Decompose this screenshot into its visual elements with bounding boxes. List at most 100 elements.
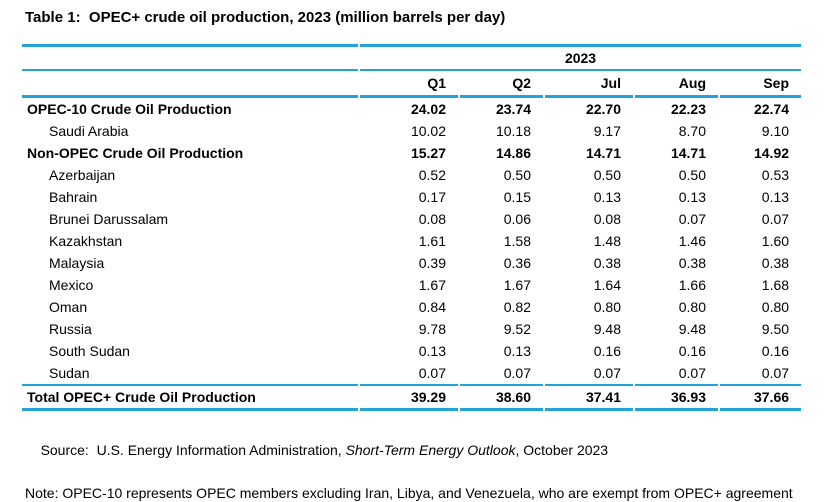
column-header-q1: Q1 xyxy=(360,71,458,98)
value-cell: 0.13 xyxy=(593,189,621,205)
value-cell: 0.13 xyxy=(418,343,446,359)
value-cell: 37.66 xyxy=(720,384,802,411)
value-cell: 38.60 xyxy=(460,384,543,411)
value-cell: 9.17 xyxy=(593,123,621,139)
value-cell: 0.07 xyxy=(761,211,790,227)
value-cell: 1.48 xyxy=(593,233,621,249)
value-cell: 0.52 xyxy=(418,167,446,183)
opec-production-table: 2023 Q1 Q2 Jul Aug Sep OPEC-10 Crude Oil… xyxy=(20,44,803,411)
value-cell: 0.80 xyxy=(593,299,621,315)
value-cell: 37.41 xyxy=(545,384,633,411)
value-cell: 0.07 xyxy=(418,365,446,381)
value-cell: 1.67 xyxy=(503,277,531,293)
value-cell: 24.02 xyxy=(410,101,446,117)
table-row: Mexico 1.67 1.67 1.64 1.66 1.68 xyxy=(22,274,801,296)
value-cell: 0.07 xyxy=(678,211,706,227)
source-text: Source: U.S. Energy Information Administ… xyxy=(40,442,346,458)
value-cell: 0.07 xyxy=(678,365,706,381)
value-cell: 10.02 xyxy=(410,123,446,139)
column-header-aug: Aug xyxy=(635,71,718,98)
value-cell: 0.07 xyxy=(761,365,790,381)
table-title: Table 1: OPEC+ crude oil production, 202… xyxy=(25,9,506,26)
value-cell: 0.50 xyxy=(503,167,531,183)
value-cell: 0.80 xyxy=(678,299,706,315)
column-header-sep: Sep xyxy=(720,71,802,98)
value-cell: 1.67 xyxy=(418,277,446,293)
value-cell: 9.48 xyxy=(593,321,621,337)
value-cell: 0.07 xyxy=(503,365,531,381)
value-cell: 0.15 xyxy=(503,189,531,205)
row-label: Non-OPEC Crude Oil Production xyxy=(27,145,244,161)
publication-name: Short-Term Energy Outlook xyxy=(345,442,516,458)
column-header-row: Q1 Q2 Jul Aug Sep xyxy=(22,71,802,98)
value-cell: 8.70 xyxy=(678,123,706,139)
value-cell: 0.13 xyxy=(503,343,531,359)
value-cell: 0.13 xyxy=(761,189,790,205)
value-cell: 1.61 xyxy=(418,233,446,249)
row-label: Russia xyxy=(49,321,92,337)
row-label: Brunei Darussalam xyxy=(49,211,169,227)
value-cell: 0.16 xyxy=(678,343,706,359)
note-line: Note: OPEC-10 represents OPEC members ex… xyxy=(25,485,793,501)
row-label: Mexico xyxy=(49,277,94,293)
value-cell: 0.16 xyxy=(761,343,790,359)
table-row: Saudi Arabia 10.02 10.18 9.17 8.70 9.10 xyxy=(22,120,801,142)
table-row: Russia 9.78 9.52 9.48 9.48 9.50 xyxy=(22,318,801,340)
value-cell: 0.50 xyxy=(593,167,621,183)
row-label: Sudan xyxy=(49,365,90,381)
value-cell: 22.74 xyxy=(753,101,790,117)
value-cell: 0.36 xyxy=(503,255,531,271)
value-cell: 9.50 xyxy=(761,321,790,337)
value-cell: 0.82 xyxy=(503,299,531,315)
year-header-row: 2023 xyxy=(22,44,802,71)
column-header-q2: Q2 xyxy=(460,71,543,98)
value-cell: 22.23 xyxy=(670,101,706,117)
row-label: Oman xyxy=(49,299,88,315)
table-figure: Table 1: OPEC+ crude oil production, 202… xyxy=(20,9,803,501)
value-cell: 0.38 xyxy=(593,255,621,271)
row-label: Total OPEC+ Crude Oil Production xyxy=(22,384,358,411)
value-cell: 0.07 xyxy=(593,365,621,381)
spacer-cell xyxy=(22,44,358,71)
value-cell: 0.84 xyxy=(418,299,446,315)
table-row: Brunei Darussalam 0.08 0.06 0.08 0.07 0.07 xyxy=(22,208,801,230)
row-label: Bahrain xyxy=(49,189,98,205)
value-cell: 14.86 xyxy=(495,145,531,161)
row-label: South Sudan xyxy=(49,343,130,359)
value-cell: 0.08 xyxy=(593,211,621,227)
table-row: Sudan 0.07 0.07 0.07 0.07 0.07 xyxy=(22,362,801,384)
value-cell: 0.08 xyxy=(418,211,446,227)
table-row: Total OPEC+ Crude Oil Production 39.29 38.… xyxy=(22,384,802,411)
value-cell: 23.74 xyxy=(495,101,531,117)
value-cell: 9.10 xyxy=(761,123,790,139)
value-cell: 0.80 xyxy=(761,299,790,315)
table-row: Azerbaijan 0.52 0.50 0.50 0.50 0.53 xyxy=(22,164,801,186)
table-row: South Sudan 0.13 0.13 0.16 0.16 0.16 xyxy=(22,340,801,362)
value-cell: 0.16 xyxy=(593,343,621,359)
value-cell: 1.60 xyxy=(761,233,790,249)
value-cell: 14.71 xyxy=(585,145,621,161)
table-row: Kazakhstan 1.61 1.58 1.48 1.46 1.60 xyxy=(22,230,801,252)
value-cell: 1.64 xyxy=(593,277,621,293)
value-cell: 1.58 xyxy=(503,233,531,249)
table-row: Non-OPEC Crude Oil Production 15.27 14.86 1… xyxy=(22,142,801,164)
value-cell: 14.92 xyxy=(753,145,790,161)
source-date: , October 2023 xyxy=(515,442,609,458)
value-cell: 15.27 xyxy=(410,145,446,161)
table-row: Malaysia 0.39 0.36 0.38 0.38 0.38 xyxy=(22,252,801,274)
value-cell: 0.06 xyxy=(503,211,531,227)
value-cell: 0.13 xyxy=(678,189,706,205)
row-label: Saudi Arabia xyxy=(49,123,129,139)
value-cell: 1.68 xyxy=(761,277,790,293)
row-label: OPEC-10 Crude Oil Production xyxy=(27,101,232,117)
value-cell: 10.18 xyxy=(495,123,531,139)
value-cell: 9.48 xyxy=(678,321,706,337)
row-label: Azerbaijan xyxy=(49,167,116,183)
table-row: Bahrain 0.17 0.15 0.13 0.13 0.13 xyxy=(22,186,801,208)
column-header-jul: Jul xyxy=(545,71,633,98)
value-cell: 1.46 xyxy=(678,233,706,249)
value-cell: 0.39 xyxy=(418,255,446,271)
row-label: Kazakhstan xyxy=(49,233,123,249)
value-cell: 0.17 xyxy=(418,189,446,205)
table-row: OPEC-10 Crude Oil Production 24.02 23.74 22… xyxy=(22,98,801,120)
